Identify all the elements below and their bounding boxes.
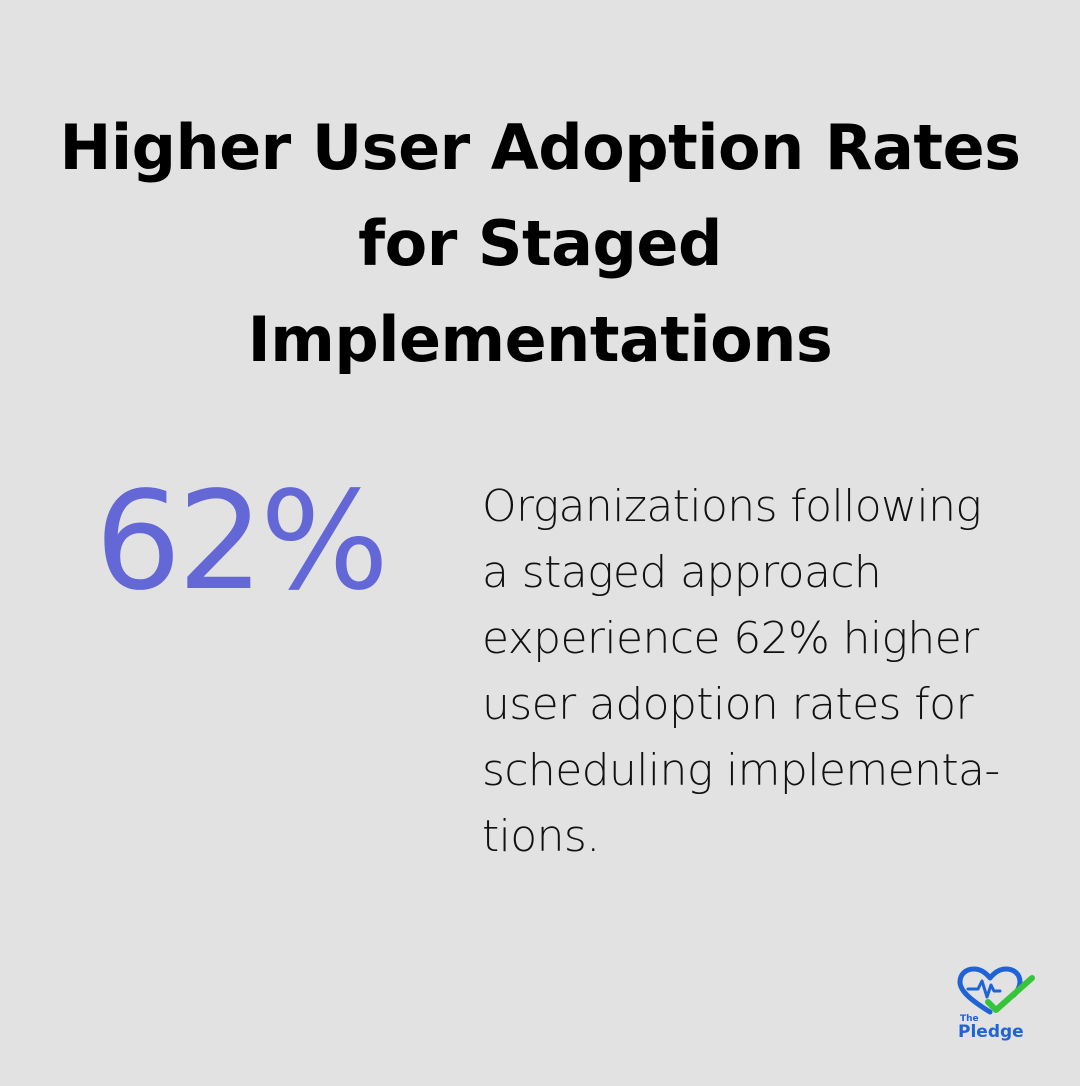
description-line: scheduling implementa-: [482, 745, 1000, 796]
title-line: Implementations: [247, 303, 833, 376]
description-line: user adoption rates for: [482, 679, 974, 730]
pledge-logo: The Pledge: [954, 966, 1042, 1046]
description-line: experience 62% higher: [482, 613, 979, 664]
page-title: Higher User Adoption Rates for Staged Im…: [20, 100, 1060, 388]
heart-check-icon: The Pledge: [957, 966, 1035, 1042]
stat-description: Organizations following a staged approac…: [482, 474, 1042, 870]
description-line: Organizations following: [482, 481, 982, 532]
title-line: Higher User Adoption Rates: [59, 111, 1021, 184]
description-line: tions.: [482, 811, 600, 862]
logo-large-text: Pledge: [958, 1022, 1024, 1042]
stat-value: 62%: [94, 463, 389, 621]
logo-small-text: The: [960, 1014, 979, 1024]
description-line: a staged approach: [482, 547, 882, 598]
title-line: for Staged: [358, 207, 722, 280]
